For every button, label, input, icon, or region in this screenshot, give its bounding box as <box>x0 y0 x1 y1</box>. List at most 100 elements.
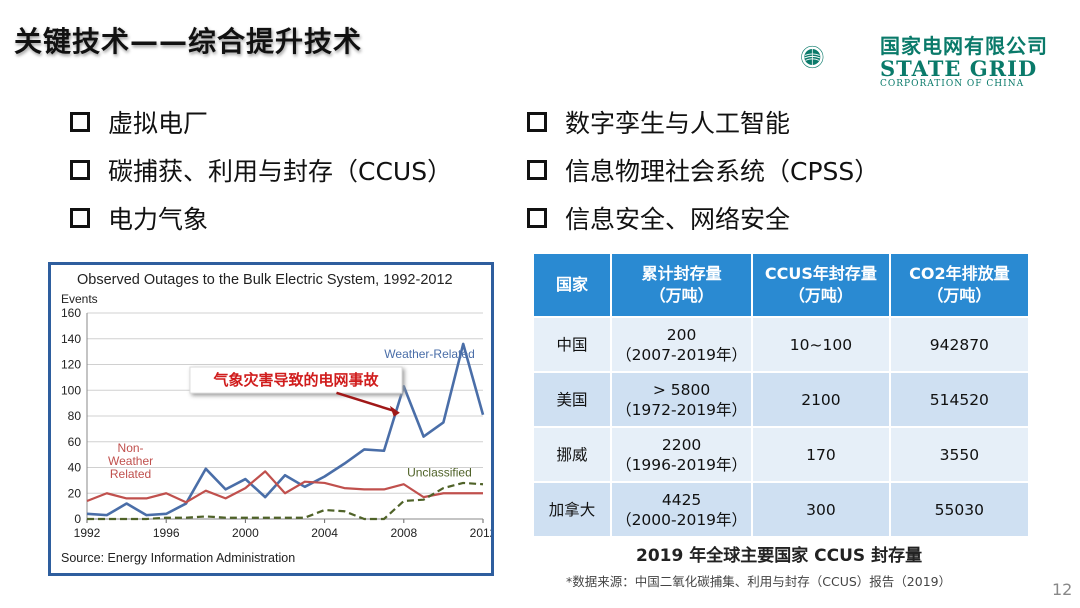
cell-emission: 3550 <box>890 426 1028 481</box>
cell-country: 挪威 <box>534 426 612 481</box>
country-name: 挪威 <box>556 445 588 464</box>
cumulative-value: > 5800 <box>652 380 711 399</box>
series-label-weather: Weather-Related <box>384 347 475 361</box>
annual-value: 2100 <box>801 390 841 409</box>
state-grid-logo <box>801 45 824 69</box>
cell-emission: 942870 <box>890 316 1028 371</box>
cell-annual: 300 <box>753 481 891 536</box>
cell-annual: 2100 <box>753 371 891 426</box>
annual-value: 10~100 <box>789 335 853 354</box>
header-label: CO2年排放量 （万吨） <box>909 264 1010 305</box>
y-axis-label: Events <box>61 292 98 306</box>
bullet-item: 信息物理社会系统（CPSS） <box>527 146 879 194</box>
cell-annual: 10~100 <box>753 316 891 371</box>
header-emission: CO2年排放量 （万吨） <box>890 254 1028 316</box>
y-tick-label: 140 <box>61 332 81 346</box>
table-row: 中国 200 （2007-2019年） 10~100 942870 <box>534 316 1028 371</box>
bullet-label: 电力气象 <box>108 205 209 234</box>
y-tick-label: 160 <box>61 306 81 320</box>
period-range: （2007-2019年） <box>616 345 748 364</box>
y-tick-label: 40 <box>68 461 82 475</box>
outages-line-chart: 0 20 40 60 80 100 120 140 160 1992 1996 2000 2004 200… <box>61 292 491 540</box>
header-annual: CCUS年封存量 （万吨） <box>753 254 891 316</box>
chart-source: Source: Energy Information Administratio… <box>61 551 296 565</box>
cell-cumulative: 4425 （2000-2019年） <box>611 481 754 536</box>
checkbox-square-icon <box>527 112 547 132</box>
page-number: 12 <box>1052 580 1073 599</box>
cumulative-value: 4425 <box>661 490 702 509</box>
cell-emission: 55030 <box>890 481 1028 536</box>
x-tick-label: 2008 <box>390 526 417 540</box>
outages-chart-frame: Observed Outages to the Bulk Electric Sy… <box>48 262 494 576</box>
ccus-table: 国家 累计封存量 （万吨） CCUS年封存量 （万吨） CO2年排放量 （万吨）… <box>534 254 1028 536</box>
period-range: （1972-2019年） <box>616 400 748 419</box>
country-name: 中国 <box>556 335 588 354</box>
bullet-list-left: 虚拟电厂 碳捕获、利用与封存（CCUS） 电力气象 <box>70 98 452 242</box>
series-label-non-weather: Related <box>110 467 151 481</box>
x-tick-label: 1992 <box>74 526 101 540</box>
bullet-label: 虚拟电厂 <box>108 109 209 138</box>
emission-value: 942870 <box>929 335 989 354</box>
header-label: 累计封存量 （万吨） <box>641 264 722 305</box>
table-row: 美国 > 5800 （1972-2019年） 2100 514520 <box>534 371 1028 426</box>
logo-subtitle: CORPORATION OF CHINA <box>880 79 1025 89</box>
checkbox-square-icon <box>70 112 90 132</box>
annotation-arrow-head <box>389 405 400 417</box>
bullet-item: 电力气象 <box>70 194 452 242</box>
bullet-label: 碳捕获、利用与封存（CCUS） <box>108 157 453 186</box>
table-caption: 2019 年全球主要国家 CCUS 封存量 <box>636 546 923 566</box>
bullet-item: 虚拟电厂 <box>70 98 452 146</box>
y-tick-label: 60 <box>68 435 82 449</box>
data-source-footnote: *数据来源：中国二氧化碳捕集、利用与封存（CCUS）报告（2019） <box>566 574 952 589</box>
y-tick-label: 100 <box>61 383 81 397</box>
y-tick-label: 120 <box>61 358 81 372</box>
header-label: 国家 <box>555 275 588 294</box>
cell-cumulative: > 5800 （1972-2019年） <box>611 371 754 426</box>
x-tick-label: 2000 <box>232 526 259 540</box>
bullet-label: 数字孪生与人工智能 <box>565 109 791 138</box>
annual-value: 300 <box>806 500 836 519</box>
bullet-item: 碳捕获、利用与封存（CCUS） <box>70 146 452 194</box>
cell-emission: 514520 <box>890 371 1028 426</box>
bullet-label: 信息安全、网络安全 <box>565 205 791 234</box>
bullet-item: 数字孪生与人工智能 <box>527 98 879 146</box>
period-range: （2000-2019年） <box>616 510 748 529</box>
cell-annual: 170 <box>753 426 891 481</box>
emission-value: 55030 <box>934 500 984 519</box>
y-tick-label: 80 <box>68 409 82 423</box>
series-label-non-weather: Non- <box>118 441 144 455</box>
checkbox-square-icon <box>527 208 547 228</box>
weather-related-line <box>86 342 485 517</box>
checkbox-square-icon <box>70 160 90 180</box>
table-row: 加拿大 4425 （2000-2019年） 300 55030 <box>534 481 1028 536</box>
header-label: CCUS年封存量 （万吨） <box>764 264 877 305</box>
unclassified-line <box>87 481 484 521</box>
bullet-item: 信息安全、网络安全 <box>527 194 879 242</box>
chart-title: Observed Outages to the Bulk Electric Sy… <box>77 272 453 288</box>
series-label-unclassified: Unclassified <box>407 466 472 480</box>
logo-english-name: STATE GRID <box>880 56 1038 81</box>
checkbox-square-icon <box>527 160 547 180</box>
cell-country: 加拿大 <box>534 481 612 536</box>
cumulative-value: 200 <box>666 325 697 344</box>
slide-title: 关键技术——综合提升技术 <box>14 25 363 58</box>
header-country: 国家 <box>534 254 612 316</box>
annotation-arrow-line <box>336 391 395 413</box>
bullet-label: 信息物理社会系统（CPSS） <box>565 157 880 186</box>
non-weather-related-line <box>86 470 483 504</box>
logo-chinese-name: 国家电网有限公司 <box>880 34 1048 58</box>
y-tick-label: 20 <box>68 486 82 500</box>
cell-country: 中国 <box>534 316 612 371</box>
annotation-text: 气象灾害导致的电网事故 <box>212 371 379 389</box>
table-row: 挪威 2200 （1996-2019年） 170 3550 <box>534 426 1028 481</box>
checkbox-square-icon <box>70 208 90 228</box>
series-label-non-weather: Weather <box>108 454 153 468</box>
period-range: （1996-2019年） <box>616 455 748 474</box>
annotation-box <box>189 366 403 394</box>
cell-cumulative: 2200 （1996-2019年） <box>611 426 754 481</box>
cumulative-value: 2200 <box>661 435 702 454</box>
y-tick-label: 0 <box>74 512 81 526</box>
country-name: 加拿大 <box>548 500 596 519</box>
annual-value: 170 <box>806 445 836 464</box>
table-header-row: 国家 累计封存量 （万吨） CCUS年封存量 （万吨） CO2年排放量 （万吨） <box>534 254 1028 316</box>
